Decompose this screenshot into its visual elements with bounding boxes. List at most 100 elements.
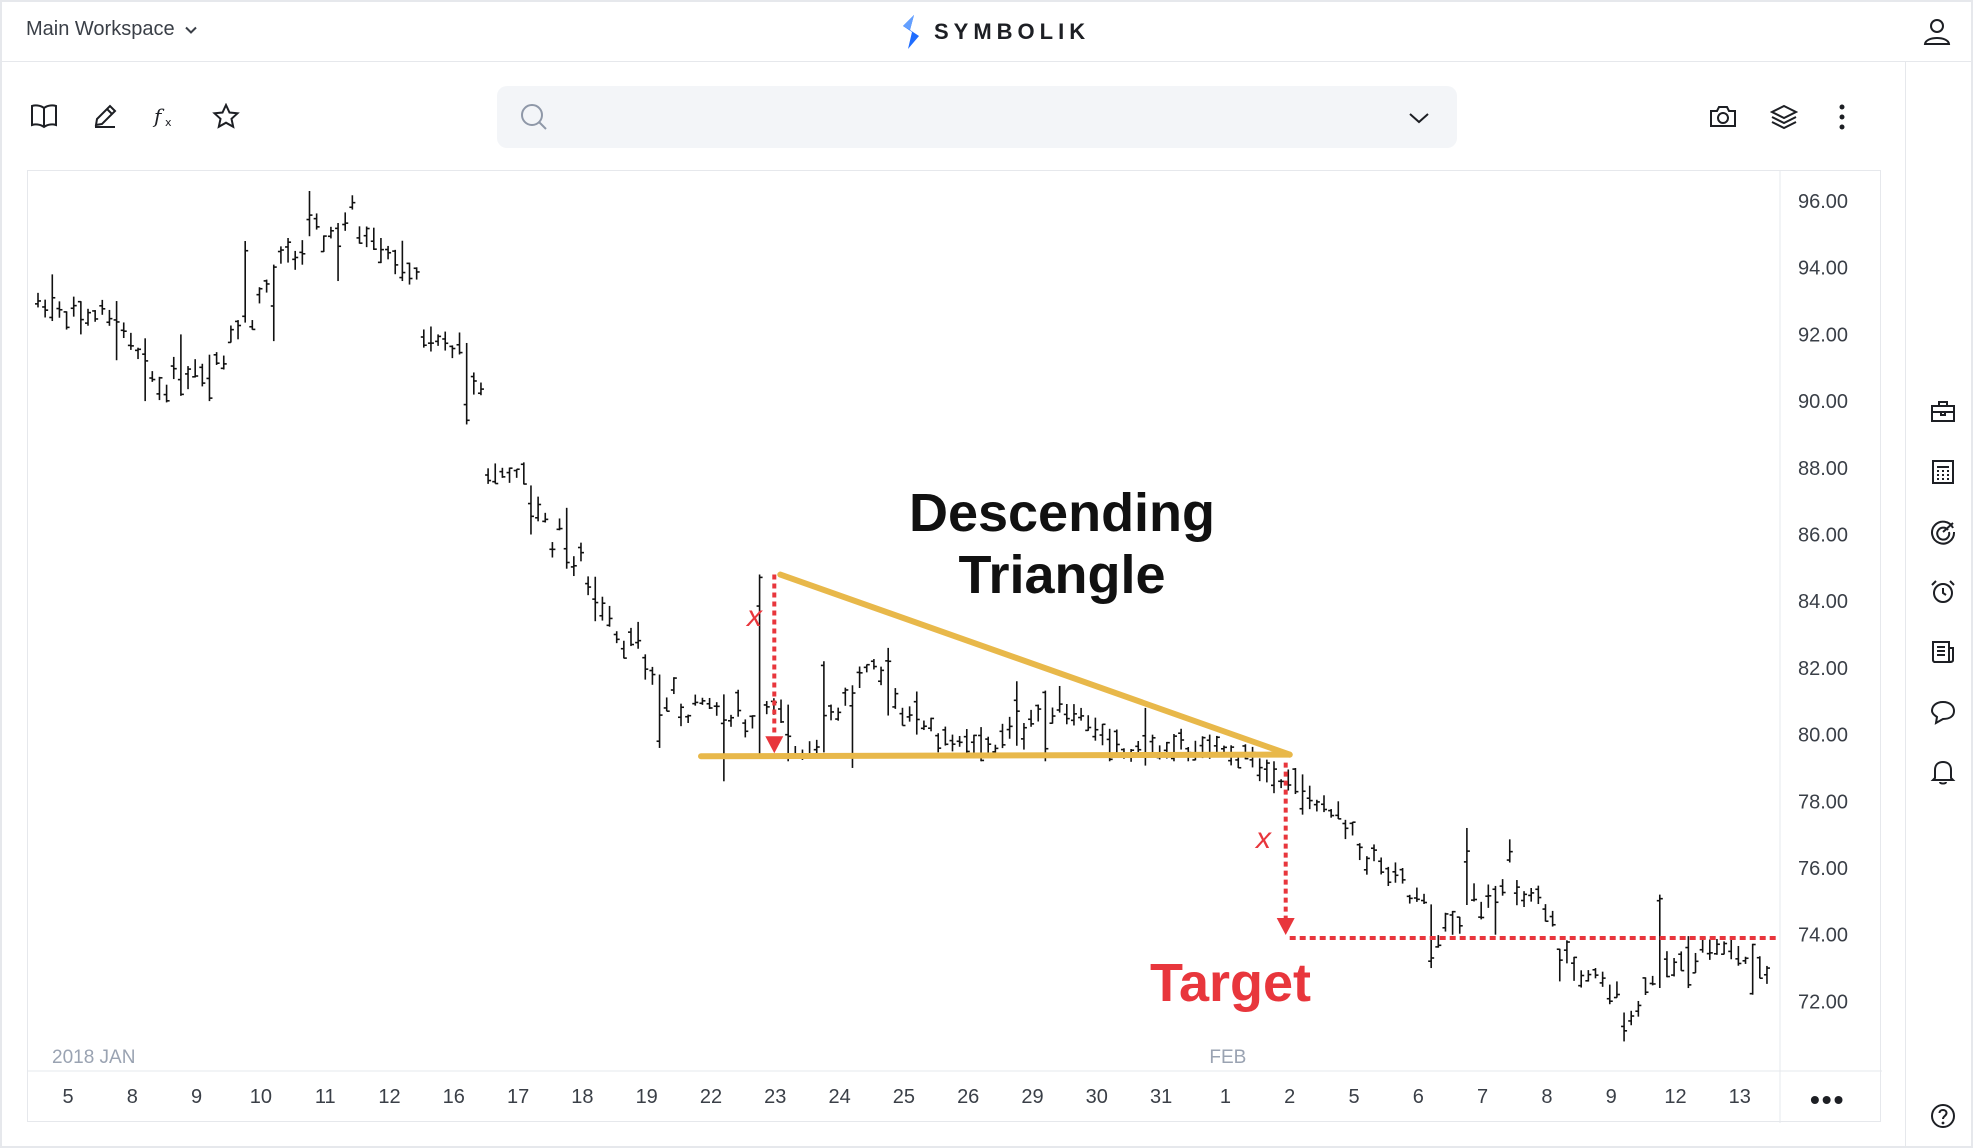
ohlc-bar (763, 701, 770, 715)
time-tick-label: 23 (764, 1086, 786, 1108)
ohlc-bar (1256, 758, 1263, 782)
ohlc-bar (570, 556, 577, 577)
time-tick-label: 12 (378, 1086, 400, 1108)
ohlc-bar (892, 688, 899, 709)
ohlc-bar (463, 342, 470, 425)
ohlc-bar (549, 542, 556, 558)
ohlc-bar (699, 697, 706, 705)
ohlc-bar (1392, 862, 1399, 883)
ohlc-bar (49, 274, 56, 322)
ohlc-bar (620, 640, 627, 659)
help-icon[interactable] (1929, 1102, 1957, 1130)
ohlc-bar (556, 518, 563, 531)
ohlc-bar (477, 382, 484, 396)
ohlc-bar (1613, 981, 1620, 999)
price-tick-label: 86.00 (1798, 525, 1848, 547)
ohlc-bar (1278, 779, 1285, 789)
ohlc-bar (1442, 912, 1449, 932)
ohlc-bar (670, 677, 677, 695)
chevron-down-icon[interactable] (1407, 108, 1431, 128)
ohlc-bar (1006, 716, 1013, 739)
more-vertical-icon[interactable] (1832, 103, 1852, 131)
briefcase-icon[interactable] (1929, 398, 1957, 424)
pattern-title: Descending Triangle (908, 483, 1216, 605)
month-label: 2018 JAN (52, 1047, 135, 1068)
news-icon[interactable] (1929, 638, 1957, 666)
ohlc-bar (1663, 951, 1670, 978)
ohlc-bar (427, 326, 434, 352)
function-icon[interactable]: f x (152, 103, 178, 129)
ohlc-bar (820, 661, 827, 753)
ohlc-bar (1463, 827, 1470, 906)
ohlc-bar (1399, 868, 1406, 884)
ohlc-bar (385, 245, 392, 260)
ohlc-bar (863, 663, 870, 673)
ohlc-bar (963, 729, 970, 754)
ohlc-bar (106, 309, 113, 326)
price-chart[interactable]: 96.00 94.00 92.00 90.00 88.00 86.00 84.00 82.00… (28, 171, 1882, 1123)
time-tick-label: 2 (1284, 1086, 1295, 1108)
star-icon[interactable] (212, 103, 240, 129)
ohlc-bar (1606, 984, 1613, 1005)
ohlc-bar (1063, 704, 1070, 725)
ohlc-bar (1113, 729, 1120, 753)
ohlc-bar (906, 706, 913, 722)
ohlc-bar (77, 300, 84, 335)
resistance-trendline[interactable] (777, 571, 1293, 758)
workspace-selector[interactable]: Main Workspace (26, 18, 199, 41)
support-trendline[interactable] (698, 751, 1293, 760)
ohlc-bar (113, 301, 120, 361)
chat-icon[interactable] (1929, 698, 1957, 726)
ohlc-bar (470, 372, 477, 395)
ohlc-bar (1671, 957, 1678, 977)
ohlc-bar (1556, 948, 1563, 982)
symbol-search[interactable] (497, 86, 1457, 148)
camera-icon[interactable] (1708, 103, 1738, 129)
pencil-icon[interactable] (92, 103, 118, 129)
ohlc-bar (785, 704, 792, 762)
ohlc-bar (828, 704, 835, 721)
layers-icon[interactable] (1770, 103, 1798, 131)
ohlc-bar (749, 715, 756, 729)
user-icon[interactable] (1922, 16, 1952, 46)
ohlc-bar (1571, 956, 1578, 981)
ohlc-bar (870, 659, 877, 670)
arrow-head-icon (1276, 918, 1295, 936)
radar-icon[interactable] (1929, 518, 1957, 546)
calculator-icon[interactable] (1929, 458, 1957, 486)
ohlc-bar (1371, 844, 1378, 862)
price-tick-label: 78.00 (1798, 791, 1848, 813)
ohlc-bar (320, 235, 327, 253)
time-tick-label: 8 (127, 1086, 138, 1108)
price-tick-label: 72.00 (1798, 991, 1848, 1013)
ohlc-bar (1292, 767, 1299, 795)
ohlc-bar (149, 371, 156, 382)
ohlc-bar (1435, 935, 1442, 948)
ohlc-bar (1306, 785, 1313, 810)
ohlc-bar (970, 734, 977, 756)
price-tick-label: 92.00 (1798, 324, 1848, 346)
ohlc-bar (813, 739, 820, 755)
ohlc-bar (1478, 901, 1485, 920)
ohlc-bar (778, 699, 785, 723)
ohlc-bar (935, 733, 942, 753)
time-axis-more-button[interactable]: ••• (1810, 1084, 1846, 1115)
book-icon[interactable] (30, 103, 58, 129)
ohlc-bar (1299, 774, 1306, 815)
alarm-icon[interactable] (1929, 578, 1957, 606)
ohlc-bar (313, 213, 320, 230)
ohlc-bar (1578, 970, 1585, 988)
ohlc-bar (142, 338, 149, 402)
ohlc-bar (878, 666, 885, 686)
ohlc-bar (85, 308, 92, 326)
svg-text:f: f (152, 104, 165, 128)
bell-icon[interactable] (1929, 758, 1957, 786)
ohlc-bar (1413, 887, 1420, 902)
ohlc-bar (1713, 939, 1720, 955)
ohlc-bar (563, 507, 570, 569)
ohlc-bar (692, 694, 699, 706)
ohlc-bar (1499, 879, 1506, 896)
chart-panel[interactable]: 96.00 94.00 92.00 90.00 88.00 86.00 84.00 82.00… (27, 170, 1882, 1123)
ohlc-bar (835, 707, 842, 721)
ohlc-bar (999, 723, 1006, 749)
